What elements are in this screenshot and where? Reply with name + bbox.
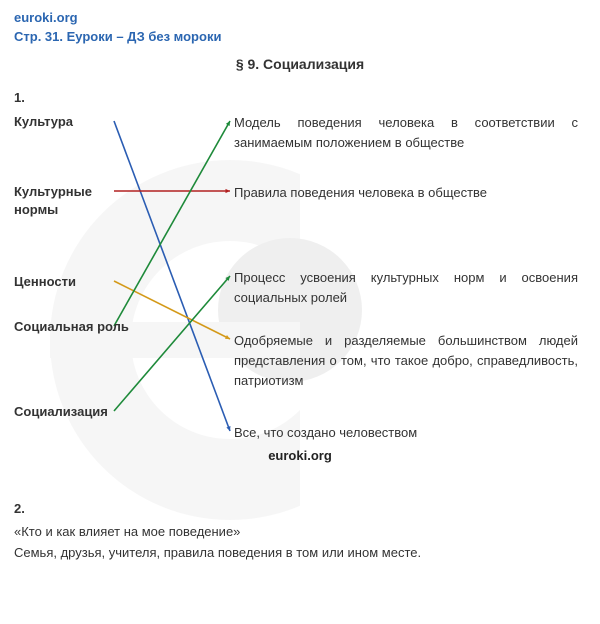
definition-2: Процесс усвоения культурных норм и освое… bbox=[234, 268, 578, 308]
page: euroki.org Стр. 31. Еуроки – ДЗ без моро… bbox=[0, 0, 600, 624]
term-4: Социализация bbox=[14, 403, 108, 421]
definition-1: Правила поведения человека в обществе bbox=[234, 183, 578, 203]
question-2-answer: Семья, друзья, учителя, правила поведени… bbox=[14, 545, 586, 560]
definition-0: Модель поведения человека в соответствии… bbox=[234, 113, 578, 153]
site-name: euroki.org bbox=[14, 10, 586, 25]
term-1: Культурные нормы bbox=[14, 183, 134, 218]
term-3: Социальная роль bbox=[14, 318, 129, 336]
section-title: § 9. Социализация bbox=[14, 56, 586, 72]
term-0: Культура bbox=[14, 113, 73, 131]
footer-brand: euroki.org bbox=[0, 448, 600, 463]
definition-4: Все, что создано человеством bbox=[234, 423, 578, 443]
question-2-title: «Кто и как влияет на мое поведение» bbox=[14, 524, 586, 539]
question-2: 2. «Кто и как влияет на мое поведение» С… bbox=[14, 501, 586, 560]
term-2: Ценности bbox=[14, 273, 76, 291]
definition-3: Одобряемые и разделяемые большинством лю… bbox=[234, 331, 578, 391]
question-2-number: 2. bbox=[14, 501, 586, 516]
matching-diagram: Культура Культурные нормы Ценности Социальн… bbox=[14, 113, 586, 473]
question-1-number: 1. bbox=[14, 90, 586, 105]
page-subtitle: Стр. 31. Еуроки – ДЗ без мороки bbox=[14, 29, 586, 44]
